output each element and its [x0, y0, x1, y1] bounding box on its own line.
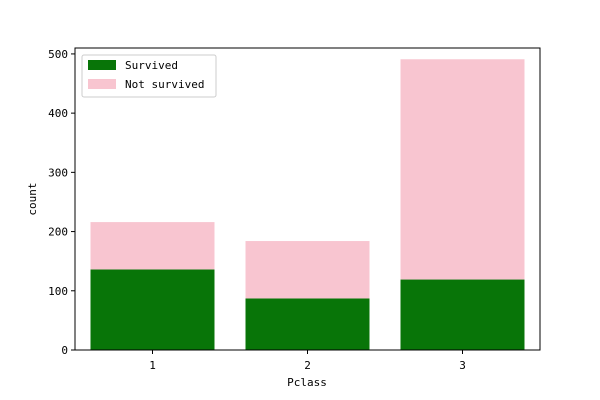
bars-layer [90, 59, 525, 350]
legend-label-not-survived: Not survived [125, 78, 204, 91]
y-tick-label: 500 [48, 48, 68, 61]
legend: Survived Not survived [81, 54, 217, 98]
bar-survived-pclass-2 [245, 298, 370, 350]
bar-not-survived-pclass-2 [245, 241, 370, 299]
x-axis-label: Pclass [287, 376, 327, 389]
x-axis: 1 2 3 [149, 350, 466, 372]
y-tick-label: 200 [48, 226, 68, 239]
y-axis: 0 100 200 300 400 500 [48, 48, 75, 357]
legend-label-survived: Survived [125, 59, 178, 72]
y-axis-label: count [26, 182, 39, 215]
bar-not-survived-pclass-1 [90, 222, 215, 270]
x-tick-label: 1 [149, 359, 156, 372]
bar-survived-pclass-1 [90, 269, 215, 350]
legend-swatch-not-survived [88, 79, 116, 89]
y-tick-label: 0 [61, 344, 68, 357]
y-tick-label: 100 [48, 285, 68, 298]
x-tick-label: 2 [304, 359, 311, 372]
y-tick-label: 400 [48, 107, 68, 120]
x-tick-label: 3 [459, 359, 466, 372]
bar-not-survived-pclass-3 [400, 59, 525, 280]
legend-swatch-survived [88, 60, 116, 70]
bar-survived-pclass-3 [400, 279, 525, 350]
y-tick-label: 300 [48, 166, 68, 179]
